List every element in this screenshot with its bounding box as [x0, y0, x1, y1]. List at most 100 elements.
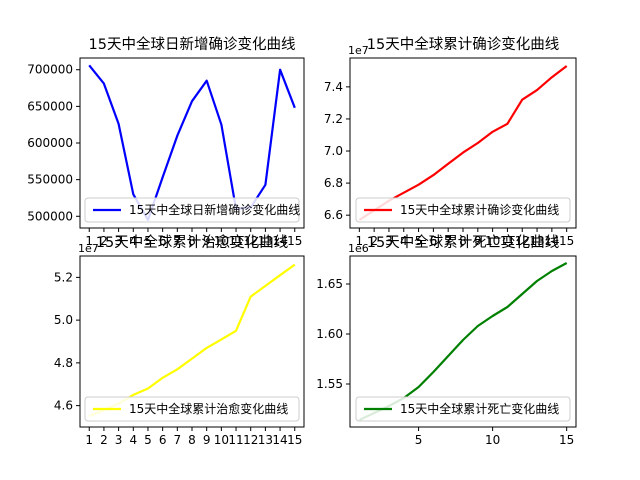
x-axis: 1 2 3 4 5 6 7 8 9 10 11 12 13 14 15: [85, 228, 302, 248]
x-tick-label: 5: [415, 234, 423, 248]
x-tick-label: 10: [214, 433, 229, 447]
x-tick-label: 3: [115, 433, 123, 447]
x-axis: 5 10 15: [415, 427, 574, 447]
axis-offset-label: 1e7: [348, 44, 369, 57]
legend-box: [355, 197, 571, 223]
legend-label: 15天中全球累计死亡变化曲线: [400, 401, 559, 416]
x-axis: 1 2 3 4 5 6 7 8 9 10 11 12 13 14 15: [85, 427, 302, 447]
chart-title: 15天中全球累计治愈变化曲线: [96, 233, 288, 251]
legend-label: 15天中全球日新增确诊变化曲线: [129, 202, 300, 217]
x-tick-label: 13: [258, 433, 273, 447]
x-tick-label: 13: [258, 234, 273, 248]
x-tick-label: 4: [400, 234, 408, 248]
series-line: [88, 263, 296, 418]
y-axis: 4.6 4.8 5.0 5.2: [54, 270, 80, 413]
y-tick-label: 550000: [27, 173, 73, 187]
x-tick-label: 11: [500, 234, 515, 248]
x-tick-label: 12: [243, 433, 258, 447]
x-tick-label: 2: [100, 433, 108, 447]
x-tick-label: 7: [174, 234, 182, 248]
x-tick-label: 10: [214, 234, 229, 248]
x-tick-label: 8: [459, 234, 467, 248]
x-tick-label: 5: [144, 234, 152, 248]
y-tick-label: 1.60: [316, 327, 343, 341]
axes-frame: [349, 255, 577, 428]
y-tick-label: 7.0: [324, 144, 343, 158]
x-tick-label: 4: [129, 433, 137, 447]
x-tick-label: 3: [115, 234, 123, 248]
x-tick-label: 13: [529, 234, 544, 248]
y-tick-label: 5.2: [54, 270, 73, 284]
x-tick-label: 6: [159, 234, 167, 248]
x-tick-label: 5: [144, 433, 152, 447]
x-tick-label: 15: [287, 433, 302, 447]
legend-box: [84, 197, 300, 223]
x-tick-label: 10: [485, 234, 500, 248]
x-tick-label: 10: [485, 433, 500, 447]
x-tick-label: 8: [188, 234, 196, 248]
y-axis: 500000 550000 600000 650000 700000: [27, 63, 80, 223]
legend: 15天中全球累计死亡变化曲线: [355, 396, 571, 422]
x-tick-label: 9: [203, 234, 211, 248]
x-tick-label: 3: [385, 234, 393, 248]
x-tick-label: 15: [559, 433, 574, 447]
x-tick-label: 1: [85, 433, 93, 447]
x-tick-label: 4: [129, 234, 137, 248]
x-tick-label: 9: [203, 433, 211, 447]
x-tick-label: 2: [370, 234, 378, 248]
y-tick-label: 1.55: [316, 377, 343, 391]
x-axis: 1 2 3 4 5 6 7 8 9 10 11 12 13 14 15: [356, 228, 574, 248]
legend: 15天中全球累计治愈变化曲线: [84, 396, 300, 422]
y-tick-label: 6.6: [324, 208, 343, 222]
x-tick-label: 1: [356, 234, 364, 248]
series-line: [358, 262, 568, 421]
y-tick-label: 7.2: [324, 112, 343, 126]
x-tick-label: 6: [430, 234, 438, 248]
x-tick-label: 14: [272, 433, 287, 447]
x-tick-label: 7: [444, 234, 452, 248]
chart-title: 15天中全球累计确诊变化曲线: [367, 35, 559, 53]
y-tick-label: 6.8: [324, 176, 343, 190]
x-tick-label: 14: [544, 234, 559, 248]
x-tick-label: 11: [228, 234, 243, 248]
x-tick-label: 12: [515, 234, 530, 248]
x-tick-label: 2: [100, 234, 108, 248]
legend-label: 15天中全球累计确诊变化曲线: [400, 202, 559, 217]
y-tick-label: 600000: [27, 136, 73, 150]
x-tick-label: 11: [228, 433, 243, 447]
x-tick-label: 9: [474, 234, 482, 248]
x-tick-label: 6: [159, 433, 167, 447]
chart-title: 15天中全球累计死亡变化曲线: [367, 233, 559, 251]
series-line: [358, 65, 568, 221]
legend-box: [355, 396, 571, 422]
legend: 15天中全球日新增确诊变化曲线: [84, 197, 300, 223]
y-axis: 6.6 6.8 7.0 7.2 7.4: [324, 80, 350, 222]
y-tick-label: 1.65: [316, 277, 343, 291]
x-tick-label: 15: [287, 234, 302, 248]
y-tick-label: 700000: [27, 63, 73, 77]
y-axis: 1.55 1.60 1.65: [316, 277, 350, 391]
y-tick-label: 7.4: [324, 80, 343, 94]
axis-offset-label: 1e7: [78, 242, 99, 255]
legend-box: [84, 396, 300, 422]
y-tick-label: 500000: [27, 209, 73, 223]
x-tick-label: 8: [188, 433, 196, 447]
x-tick-label: 1: [85, 234, 93, 248]
x-tick-label: 12: [243, 234, 258, 248]
y-tick-label: 4.8: [54, 356, 73, 370]
legend: 15天中全球累计确诊变化曲线: [355, 197, 571, 223]
x-tick-label: 7: [174, 433, 182, 447]
chart-title: 15天中全球日新增确诊变化曲线: [89, 35, 296, 53]
y-tick-label: 5.0: [54, 313, 73, 327]
legend-label: 15天中全球累计治愈变化曲线: [129, 401, 288, 416]
x-tick-label: 15: [559, 234, 574, 248]
y-tick-label: 4.6: [54, 399, 73, 413]
axis-offset-label: 1e6: [348, 242, 369, 255]
y-tick-label: 650000: [27, 99, 73, 113]
x-tick-label: 5: [415, 433, 423, 447]
series-line: [88, 64, 296, 221]
